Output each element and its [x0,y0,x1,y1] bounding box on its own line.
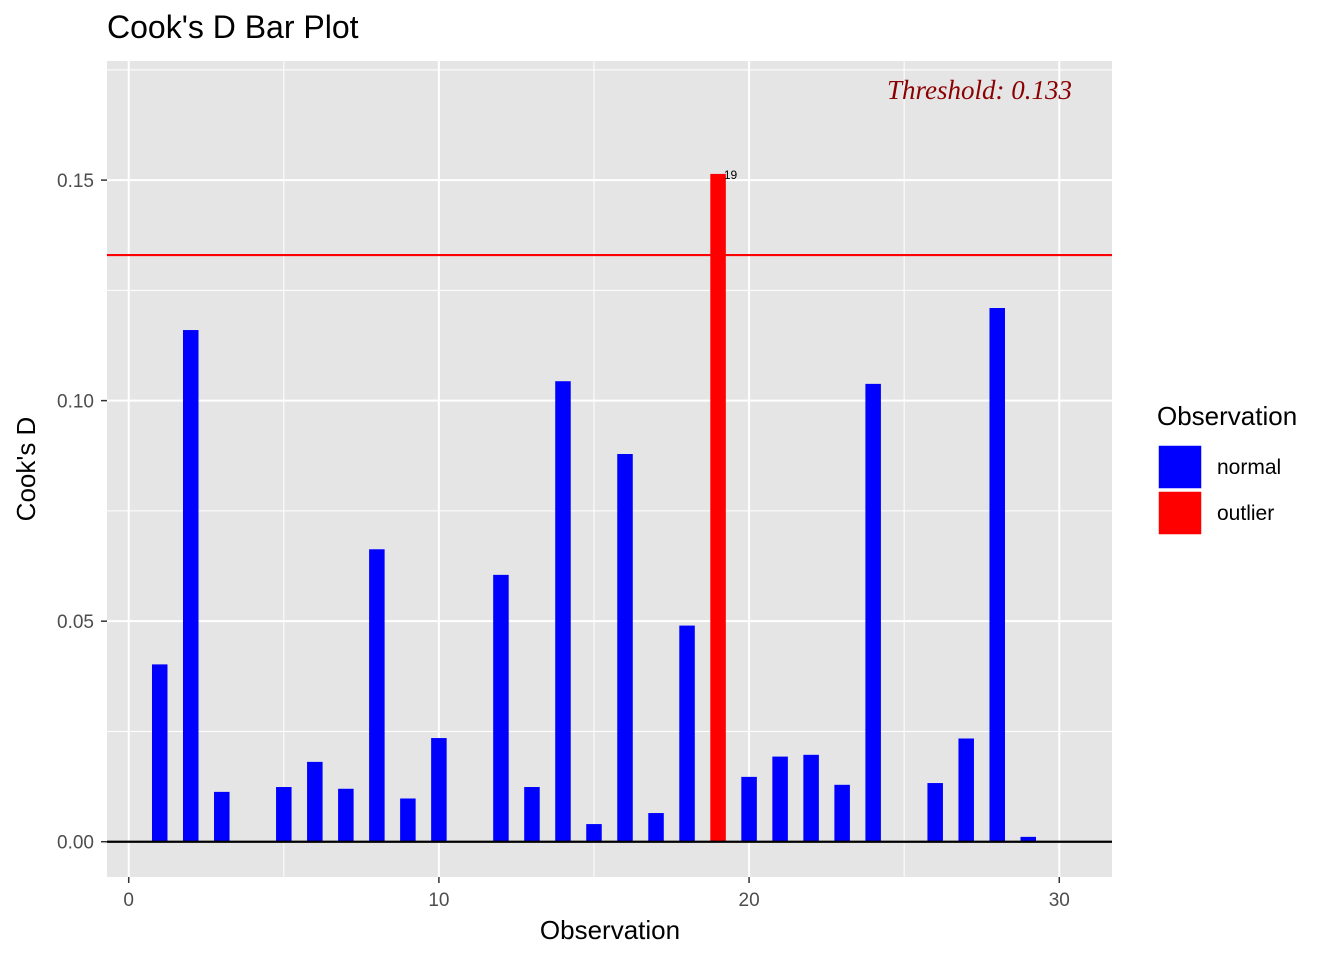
bar-obs-5 [276,787,292,842]
reference-lines [107,253,1112,843]
bar-obs-29 [1020,836,1037,842]
bar-obs-7 [338,788,354,842]
minor-gridlines [107,61,1112,877]
bar-obs-3 [214,791,230,842]
axis-ticks: 0 10 20 30 0.00 0.05 0.10 0.15 [57,171,1070,911]
plot-panel [107,61,1112,877]
x-tick-label: 30 [1049,890,1070,911]
bar-obs-28 [989,308,1005,842]
bar-obs-2 [182,330,199,842]
bar-obs-22 [803,754,819,842]
bar-obs-1 [151,664,168,842]
bar-obs-16 [617,454,633,842]
y-axis-title: Cook's D [11,417,41,522]
bar-label-19: 19 [724,168,738,182]
bar-obs-15 [586,824,602,842]
chart-title: Cook's D Bar Plot [107,9,359,45]
y-tick-label: 0.15 [57,171,94,192]
bar-obs-8 [369,549,385,842]
bar-obs-23 [834,784,850,842]
bar-obs-13 [524,787,540,842]
bar-obs-27 [958,738,974,842]
bar-obs-19 [710,173,726,842]
legend-label-outlier: outlier [1217,502,1274,525]
bar-obs-24 [865,383,881,842]
legend-label-normal: normal [1217,456,1281,479]
legend: Observation normal outlier [1157,401,1297,536]
bar-obs-12 [493,574,509,842]
bar-obs-10 [431,738,447,842]
threshold-label: Threshold: 0.133 [887,75,1072,105]
x-tick-label: 20 [739,890,760,911]
bar-obs-20 [741,776,757,842]
y-tick-label: 0.00 [57,833,94,854]
bar-obs-18 [679,625,695,842]
bar-obs-6 [307,761,323,842]
bar-obs-14 [555,381,571,842]
bar-obs-9 [400,798,416,842]
annotations: 19 Threshold: 0.133 [724,75,1072,182]
legend-key-normal [1157,444,1203,490]
bars [151,173,1037,842]
y-tick-label: 0.10 [57,392,94,413]
bar-obs-26 [927,783,943,842]
x-axis-title: Observation [540,915,680,945]
bar-obs-17 [648,813,664,842]
legend-title: Observation [1157,401,1297,431]
x-tick-label: 10 [428,890,449,911]
y-tick-label: 0.05 [57,612,94,633]
bar-obs-21 [772,756,788,842]
legend-key-outlier [1157,490,1203,536]
x-tick-label: 0 [123,890,134,911]
legend-entries: normal outlier [1157,444,1281,536]
